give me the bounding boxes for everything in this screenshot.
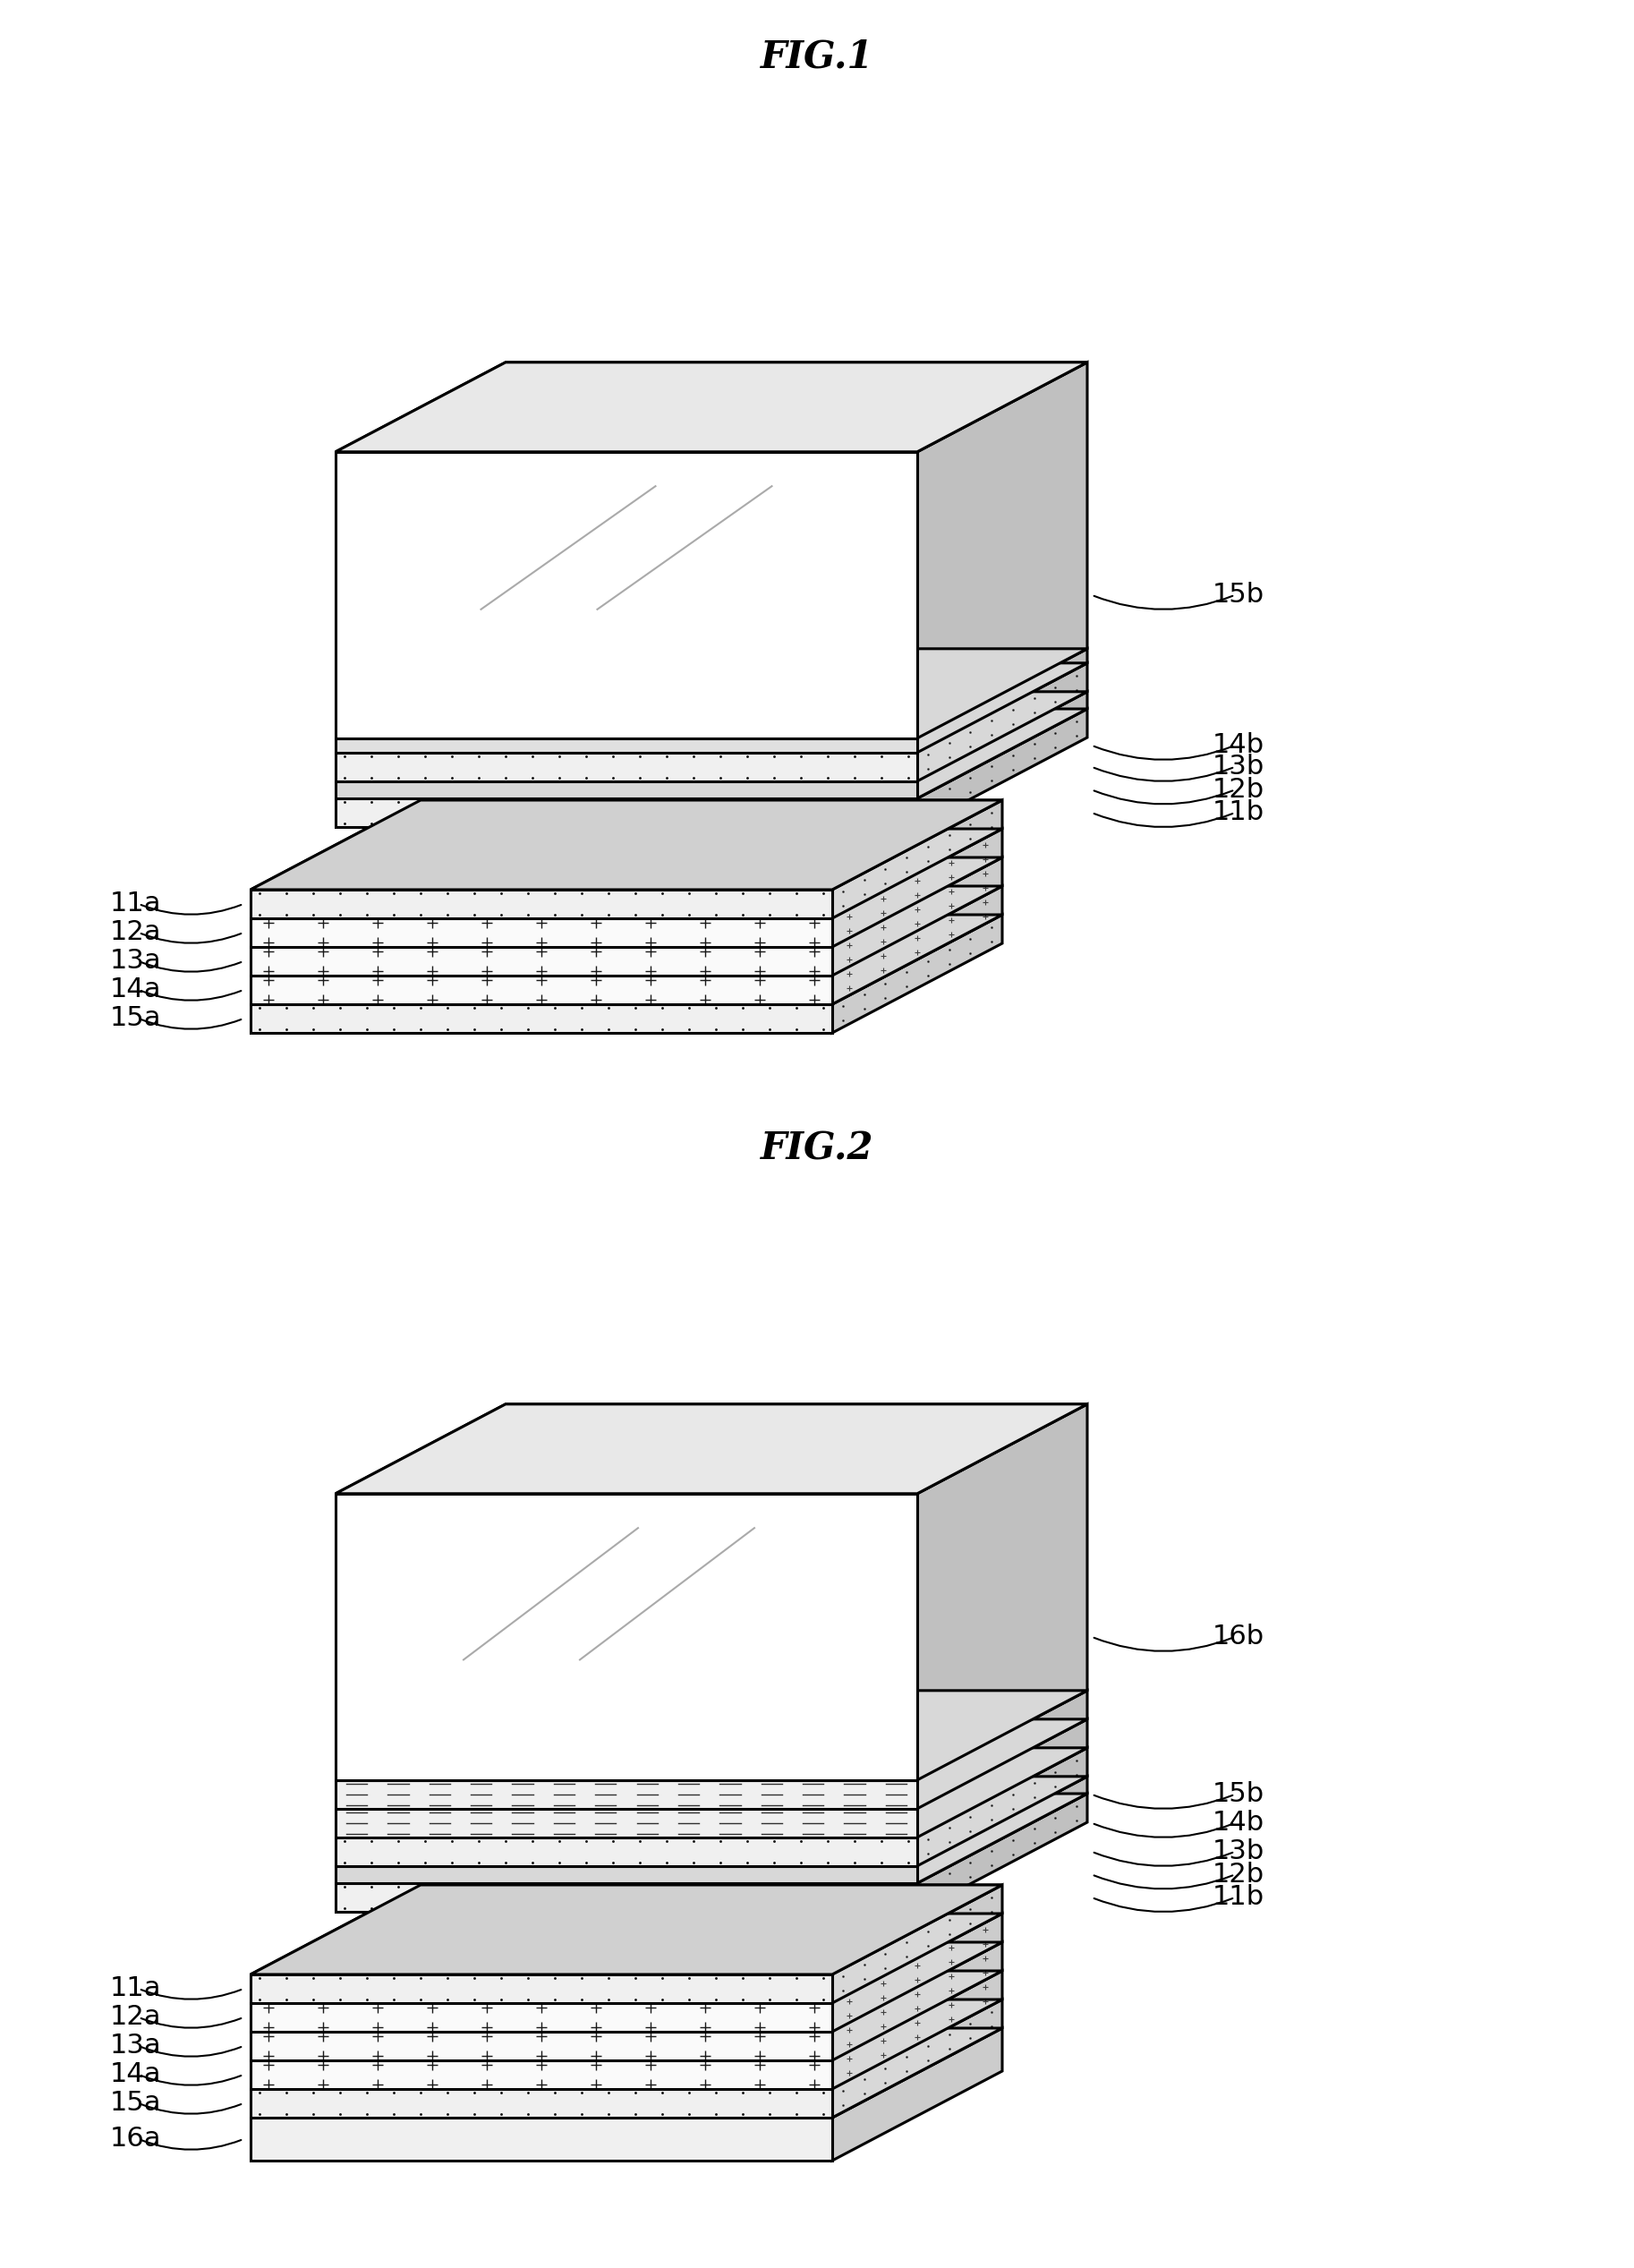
Polygon shape	[335, 662, 1087, 753]
Polygon shape	[335, 710, 1087, 798]
Text: 16b: 16b	[1212, 1624, 1265, 1649]
Polygon shape	[917, 363, 1087, 737]
Text: 11a: 11a	[109, 891, 162, 916]
Polygon shape	[335, 780, 917, 798]
Polygon shape	[335, 1780, 917, 1808]
Text: 13b: 13b	[1212, 753, 1265, 780]
Text: 12b: 12b	[1212, 778, 1265, 803]
Text: 13a: 13a	[109, 948, 162, 975]
Polygon shape	[250, 801, 1002, 889]
Polygon shape	[250, 1941, 1002, 2032]
Polygon shape	[335, 692, 1087, 780]
Polygon shape	[250, 889, 832, 919]
Polygon shape	[917, 1719, 1087, 1837]
Polygon shape	[335, 363, 1087, 451]
Text: 15a: 15a	[109, 2091, 162, 2116]
Polygon shape	[917, 1794, 1087, 1912]
Text: 11b: 11b	[1212, 1885, 1265, 1910]
Polygon shape	[335, 1794, 1087, 1882]
Polygon shape	[917, 692, 1087, 798]
Polygon shape	[832, 1941, 1002, 2059]
Text: 13b: 13b	[1212, 1839, 1265, 1864]
Polygon shape	[335, 1719, 1087, 1808]
Polygon shape	[250, 857, 1002, 948]
Polygon shape	[250, 2028, 1002, 2118]
Polygon shape	[250, 2000, 1002, 2089]
Polygon shape	[832, 801, 1002, 919]
Polygon shape	[917, 1404, 1087, 1780]
Text: 12a: 12a	[109, 919, 162, 946]
Polygon shape	[335, 1690, 1087, 1780]
Text: FIG.1: FIG.1	[760, 39, 874, 77]
Text: 15a: 15a	[109, 1005, 162, 1032]
Polygon shape	[335, 1867, 917, 1882]
Text: 14b: 14b	[1212, 733, 1265, 758]
Polygon shape	[250, 828, 1002, 919]
Text: 15b: 15b	[1212, 583, 1265, 608]
Polygon shape	[335, 1808, 917, 1837]
Polygon shape	[832, 1971, 1002, 2089]
Polygon shape	[250, 975, 832, 1005]
Polygon shape	[335, 798, 917, 828]
Polygon shape	[250, 1885, 1002, 1975]
Polygon shape	[832, 887, 1002, 1005]
Polygon shape	[917, 1776, 1087, 1882]
Text: 11a: 11a	[109, 1975, 162, 2003]
Polygon shape	[335, 1495, 917, 1780]
Polygon shape	[250, 948, 832, 975]
Text: 12b: 12b	[1212, 1862, 1265, 1887]
Text: 16a: 16a	[109, 2125, 162, 2152]
Polygon shape	[250, 1885, 1002, 1975]
Polygon shape	[917, 649, 1087, 753]
Polygon shape	[250, 1975, 832, 2003]
Text: 12a: 12a	[109, 2005, 162, 2030]
Polygon shape	[832, 2028, 1002, 2161]
Text: 14a: 14a	[109, 2062, 162, 2087]
Polygon shape	[335, 649, 1087, 737]
Text: 13a: 13a	[109, 2032, 162, 2059]
Polygon shape	[250, 2118, 832, 2161]
Polygon shape	[335, 451, 917, 737]
Polygon shape	[832, 828, 1002, 948]
Polygon shape	[250, 887, 1002, 975]
Polygon shape	[335, 1404, 1087, 1495]
Polygon shape	[250, 2089, 832, 2118]
Polygon shape	[832, 857, 1002, 975]
Polygon shape	[832, 1885, 1002, 2003]
Polygon shape	[250, 914, 1002, 1005]
Polygon shape	[335, 753, 917, 780]
Polygon shape	[335, 1749, 1087, 1837]
Polygon shape	[335, 1882, 917, 1912]
Text: 15b: 15b	[1212, 1780, 1265, 1808]
Text: 14a: 14a	[109, 978, 162, 1002]
Text: FIG.2: FIG.2	[760, 1129, 874, 1168]
Polygon shape	[335, 1776, 1087, 1867]
Polygon shape	[250, 2003, 832, 2032]
Polygon shape	[250, 1005, 832, 1032]
Polygon shape	[250, 2059, 832, 2089]
Polygon shape	[917, 1690, 1087, 1808]
Polygon shape	[250, 1971, 1002, 2059]
Text: 14b: 14b	[1212, 1810, 1265, 1837]
Polygon shape	[832, 1914, 1002, 2032]
Polygon shape	[250, 2032, 832, 2059]
Polygon shape	[335, 1837, 917, 1867]
Polygon shape	[832, 914, 1002, 1032]
Polygon shape	[335, 1404, 1087, 1495]
Text: 11b: 11b	[1212, 801, 1265, 826]
Polygon shape	[335, 363, 1087, 451]
Polygon shape	[250, 801, 1002, 889]
Polygon shape	[335, 737, 917, 753]
Polygon shape	[832, 2000, 1002, 2118]
Polygon shape	[250, 919, 832, 948]
Polygon shape	[917, 710, 1087, 828]
Polygon shape	[917, 662, 1087, 780]
Polygon shape	[250, 1914, 1002, 2003]
Polygon shape	[917, 1749, 1087, 1867]
